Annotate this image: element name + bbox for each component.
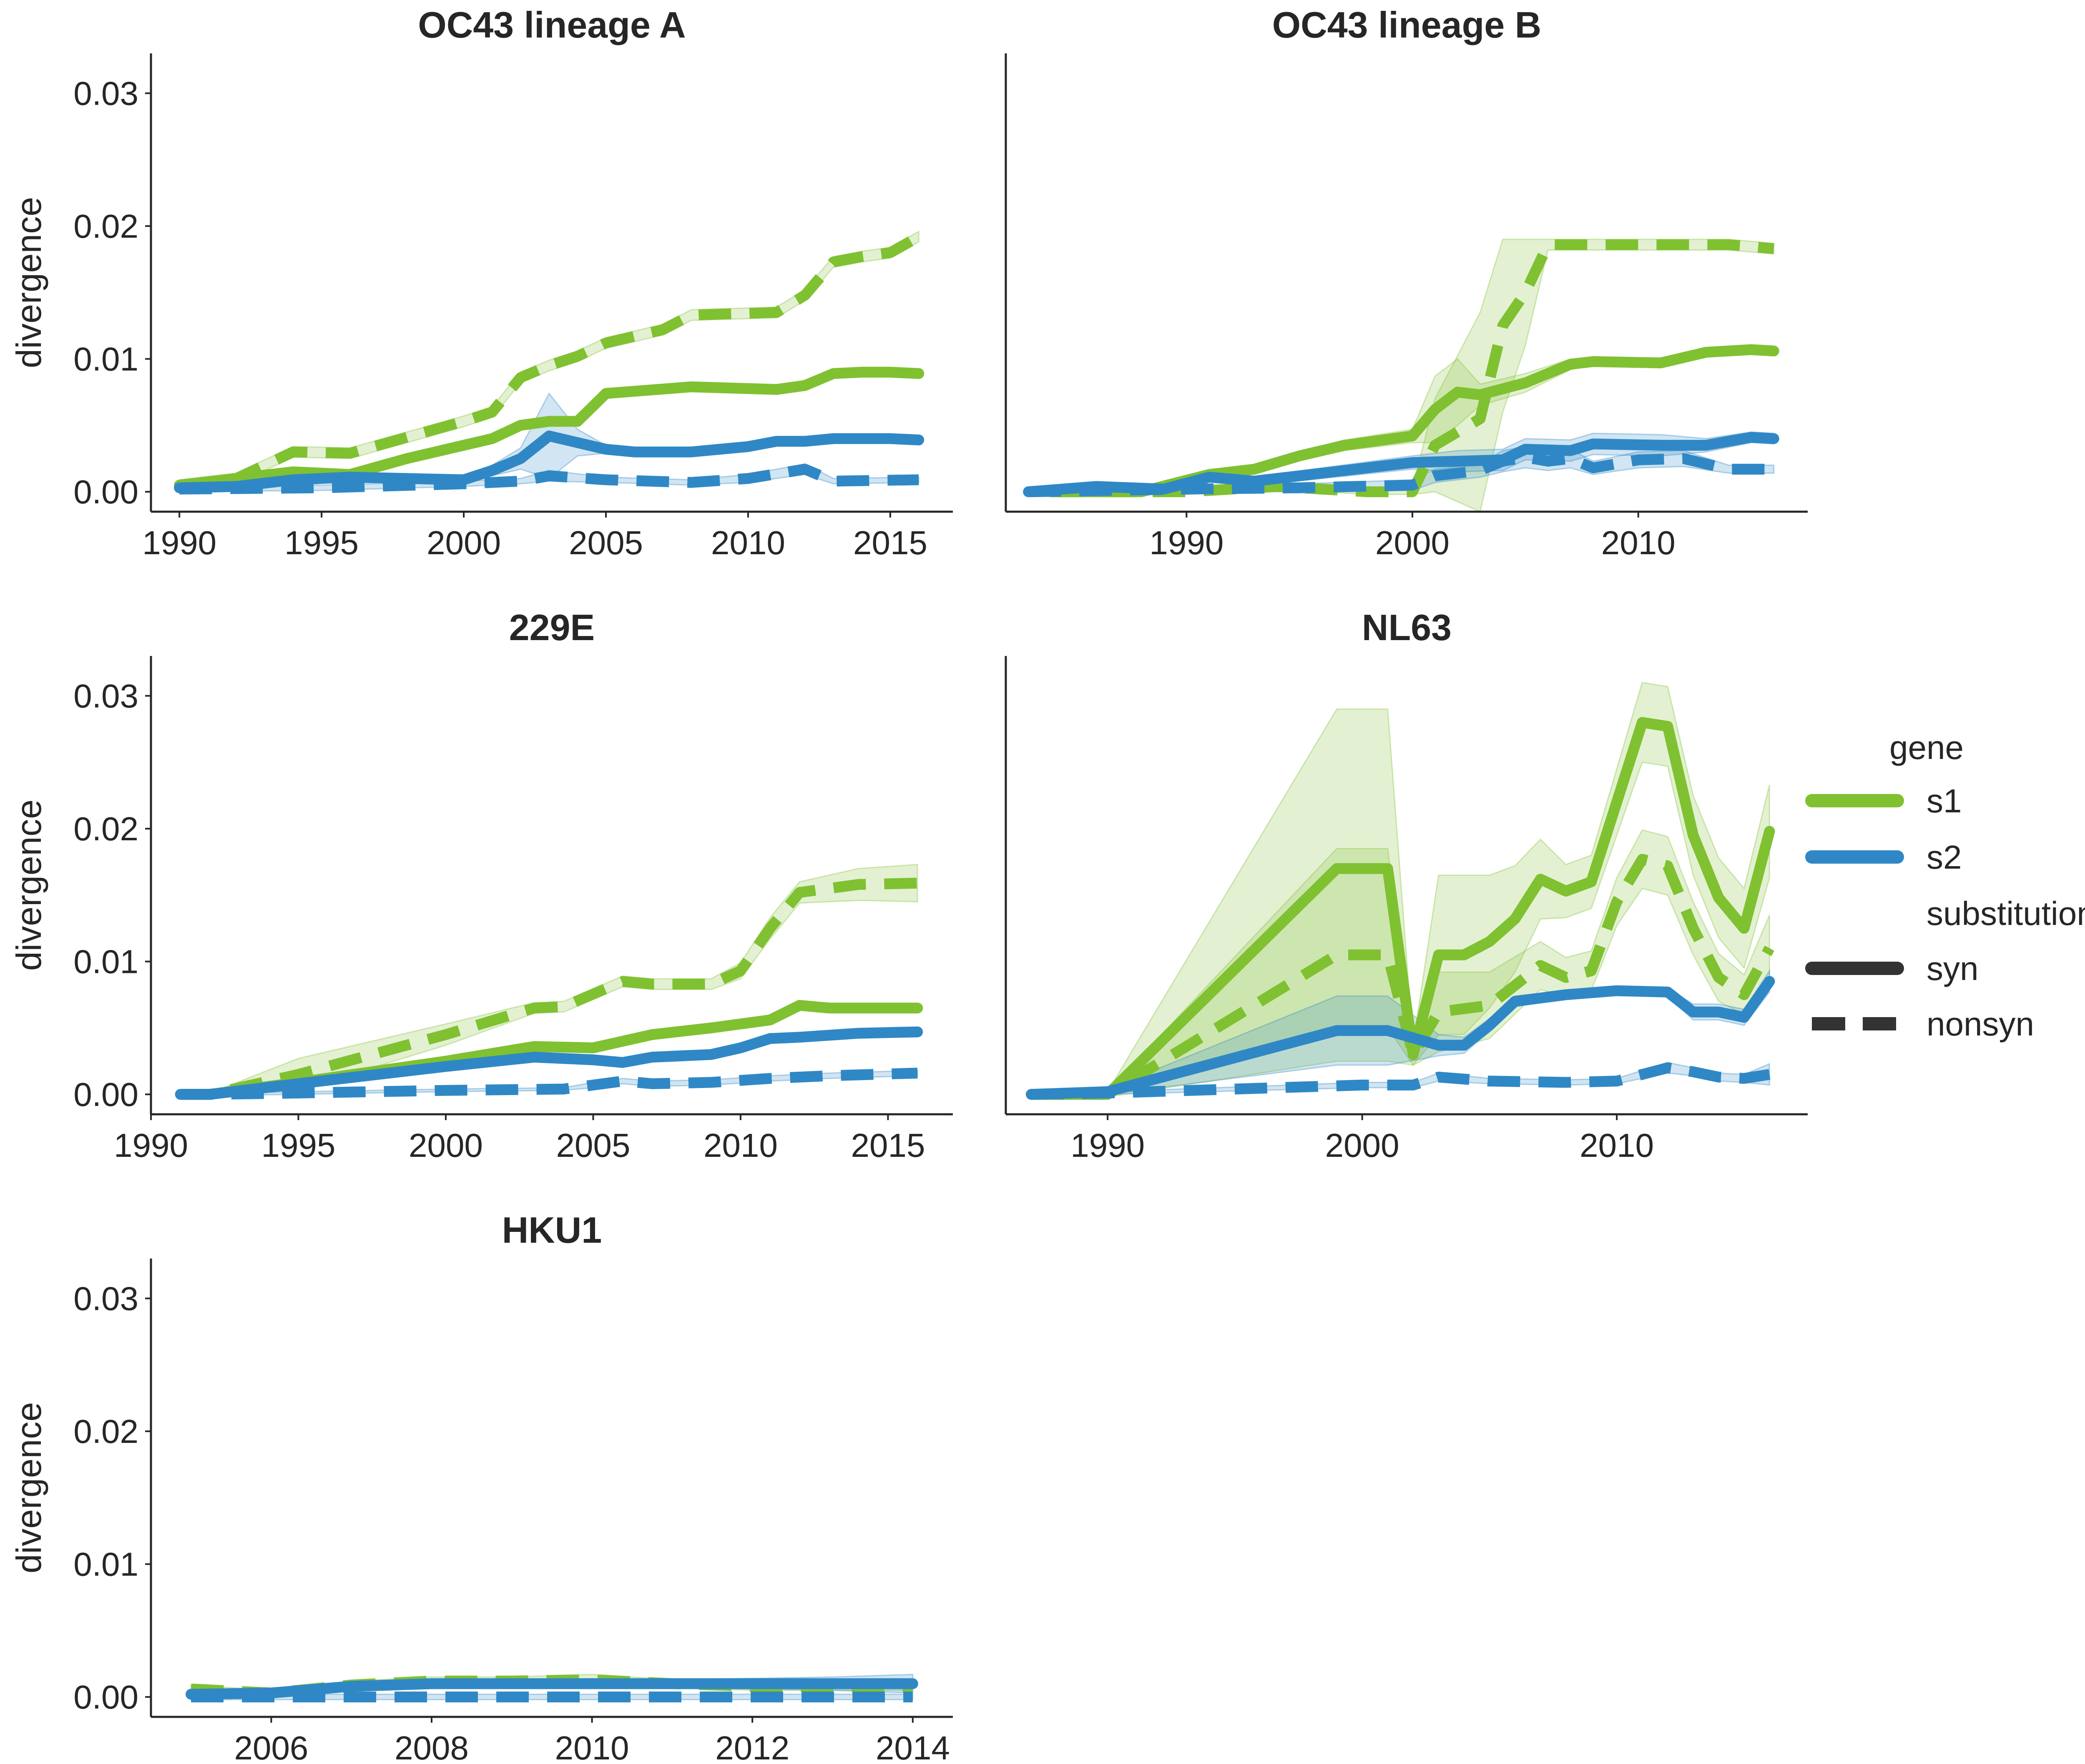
y-tick-label: 0.02: [73, 1413, 138, 1450]
line-s2-nonsyn: [179, 464, 919, 495]
x-tick-label: 1995: [284, 524, 359, 561]
panel-title: OC43 lineage B: [1272, 4, 1542, 45]
x-tick-label: 2015: [851, 1127, 925, 1164]
legend-label-s2: s2: [1927, 839, 1962, 876]
x-tick-label: 1990: [142, 524, 216, 561]
chart-panels: OC43 lineage A 1990 1995 2000 2005 2010 2015 0.…: [9, 4, 1808, 1764]
panel-title: NL63: [1362, 607, 1452, 648]
x-tick-label: 2006: [234, 1729, 308, 1764]
legend: gene s1 s2 substitution syn nonsyn: [1805, 729, 2085, 1043]
y-tick-label: 0.00: [73, 1679, 138, 1716]
line-s1-nonsyn: [178, 232, 922, 491]
x-tick-label: 2005: [556, 1127, 630, 1164]
legend-label-nonsyn: nonsyn: [1927, 1005, 2034, 1043]
line-s1-syn: [1045, 344, 1779, 498]
line-s2-syn: [175, 1026, 923, 1100]
x-tick-label: 2010: [1580, 1127, 1654, 1164]
x-tick-label: 1990: [1149, 524, 1223, 561]
legend-label-s1: s1: [1927, 782, 1962, 819]
x-tick-label: 2010: [1601, 524, 1676, 561]
line-s2-syn: [174, 430, 924, 493]
line-s2-syn: [186, 1678, 918, 1700]
line-s1-nonsyn: [1051, 239, 1774, 498]
panel-title: HKU1: [502, 1209, 602, 1251]
y-axis-label: divergence: [9, 197, 48, 368]
y-tick-label: 0.03: [73, 1280, 138, 1317]
series-lines: [186, 1674, 918, 1703]
line-s2-nonsyn: [180, 1068, 918, 1100]
line-s1-syn: [1026, 717, 1775, 1100]
x-tick-label: 2000: [427, 524, 501, 561]
y-tick-label: 0.01: [73, 943, 138, 980]
x-tick-label: 2000: [1375, 524, 1449, 561]
x-tick-label: 2012: [715, 1729, 789, 1764]
panel-1: OC43 lineage B 1990 2000 2010: [1005, 4, 1808, 561]
band-s1-nonsyn: [1050, 239, 1775, 513]
line-s2-syn: [1023, 432, 1779, 498]
panel-title: OC43 lineage A: [418, 4, 686, 45]
y-tick-label: 0.00: [73, 1076, 138, 1113]
series-lines: [174, 232, 924, 495]
x-tick-label: 2010: [555, 1729, 629, 1764]
panel-title: 229E: [509, 607, 595, 648]
legend-label-syn: syn: [1927, 950, 1979, 987]
panel-2: 229E 1990 1995 2000 2005 2010 2015 0.00 0.01 0.02…: [9, 607, 953, 1164]
line-s1-nonsyn: [1031, 854, 1774, 1100]
panel-3: NL63 1990 2000 2010: [1005, 607, 1808, 1164]
series-lines: [1026, 717, 1775, 1100]
y-tick-label: 0.03: [73, 678, 138, 715]
y-axis-label: divergence: [9, 799, 48, 971]
line-s2-nonsyn: [1031, 1062, 1771, 1100]
line-s1-nonsyn: [180, 877, 918, 1100]
panel-0: OC43 lineage A 1990 1995 2000 2005 2010 2015 0.…: [9, 4, 953, 561]
series-lines: [175, 877, 923, 1100]
y-tick-label: 0.01: [73, 1546, 138, 1583]
x-tick-label: 2005: [569, 524, 643, 561]
band-s1-nonsyn: [178, 230, 919, 491]
line-s2-nonsyn: [1028, 452, 1774, 498]
panel-4: HKU1 2006 2008 2010 2012 2014 0.00 0.01 0.02 0.03…: [9, 1209, 953, 1764]
x-tick-label: 2010: [711, 524, 785, 561]
y-tick-label: 0.02: [73, 208, 138, 245]
confidence-bands: [1027, 239, 1775, 513]
y-axis-label: divergence: [9, 1402, 48, 1573]
legend-title-gene: gene: [1889, 729, 1964, 766]
series-lines: [1023, 239, 1779, 498]
x-tick-label: 1990: [1070, 1127, 1145, 1164]
line-s2-syn: [1026, 976, 1775, 1100]
x-tick-label: 1995: [261, 1127, 336, 1164]
x-tick-label: 2015: [853, 524, 927, 561]
band-s1-syn: [1050, 345, 1775, 495]
x-tick-label: 2008: [394, 1729, 469, 1764]
y-tick-label: 0.00: [73, 473, 138, 510]
y-tick-label: 0.01: [73, 341, 138, 378]
x-tick-label: 1990: [114, 1127, 188, 1164]
x-tick-label: 2010: [703, 1127, 778, 1164]
x-tick-label: 2000: [409, 1127, 483, 1164]
legend-title-substitution: substitution: [1927, 895, 2085, 932]
x-tick-label: 2000: [1325, 1127, 1399, 1164]
y-tick-label: 0.02: [73, 810, 138, 847]
x-tick-label: 2014: [876, 1729, 950, 1764]
y-tick-label: 0.03: [73, 75, 138, 112]
